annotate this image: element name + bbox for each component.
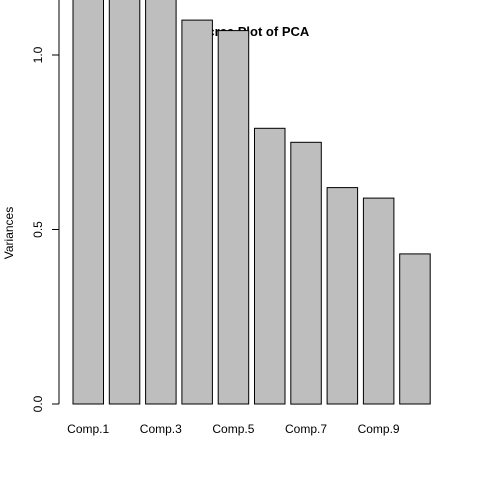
bar-comp-9 (362, 197, 395, 405)
x-tick-label: Comp.7 (285, 422, 327, 436)
y-tick-label: 0.0 (31, 395, 45, 412)
x-tick-label: Comp.1 (67, 422, 109, 436)
bar-comp-8 (326, 187, 359, 405)
y-tick-label: 1.0 (31, 46, 45, 63)
x-tick-label: Comp.3 (140, 422, 182, 436)
bar-comp-4 (181, 19, 213, 405)
x-axis-labels: Comp.1 Comp.3 Comp.5 Comp.7 Comp.9 (67, 422, 400, 436)
bar-comp-2 (108, 0, 141, 405)
x-tick-label: Comp.5 (212, 422, 254, 436)
bars-group (72, 0, 431, 405)
bar-comp-7 (290, 141, 322, 405)
x-tick-label: Comp.9 (358, 422, 400, 436)
bar-comp-1 (72, 0, 104, 405)
bar-comp-6 (254, 127, 286, 405)
y-axis: 0.00.51.01.5 (31, 0, 60, 412)
y-tick-label: 0.5 (31, 221, 45, 238)
bar-comp-10 (399, 253, 431, 405)
y-axis-label: Variances (2, 207, 16, 259)
chart-title: Scree Plot of PCA (199, 24, 310, 39)
bar-comp-5 (217, 30, 250, 405)
bar-comp-3 (145, 0, 177, 405)
